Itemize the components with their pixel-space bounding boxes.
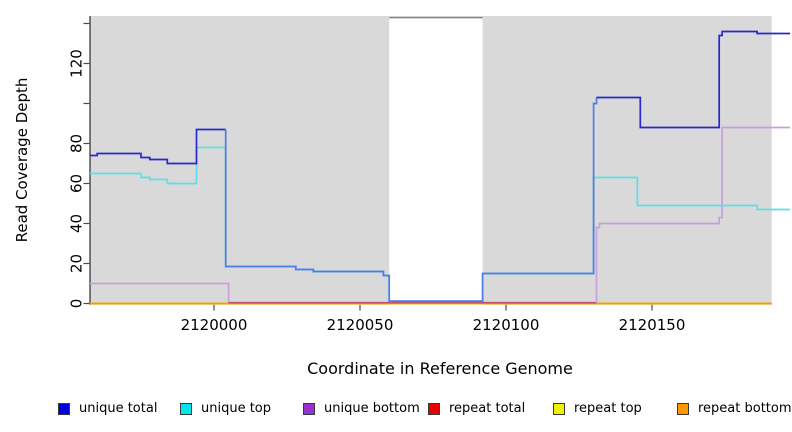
legend-swatch-repeat-total <box>428 402 440 415</box>
legend-item-unique-bottom: unique bottom <box>303 401 420 416</box>
x-axis-title: Coordinate in Reference Genome <box>307 359 573 378</box>
legend-swatch-unique-top <box>180 402 192 415</box>
legend-label: unique bottom <box>324 401 420 416</box>
legend-swatch-unique-total <box>58 402 70 415</box>
x-tick-label: 2120050 <box>327 316 394 334</box>
legend-label: unique total <box>79 401 158 416</box>
coverage-chart: 0 20 40 60 80 120 2120000 2120050 2120100 2120150… <box>13 16 791 378</box>
y-tick-label: 0 <box>67 299 85 309</box>
y-axis-title: Read Coverage Depth <box>13 78 31 243</box>
legend-swatch-repeat-bottom <box>677 402 689 415</box>
y-tick-label: 120 <box>67 49 85 78</box>
legend-label: repeat top <box>574 401 642 416</box>
legend-swatch-repeat-top <box>553 402 565 415</box>
legend-item-repeat-total: repeat total <box>428 401 525 416</box>
x-tick-label: 2120000 <box>181 316 248 334</box>
series-line-unique-bottom <box>89 282 230 303</box>
y-tick-label: 40 <box>67 214 85 233</box>
series-layer <box>89 30 791 305</box>
axes-layer: 0 20 40 60 80 120 2120000 2120050 2120100 2120150 <box>67 16 685 334</box>
legend-item-repeat-bottom: repeat bottom <box>677 401 792 416</box>
coverage-region <box>482 16 772 305</box>
coverage-region <box>89 16 390 305</box>
legend-label: repeat bottom <box>698 401 792 416</box>
y-tick-label: 80 <box>67 134 85 153</box>
series-line-unique-bottom <box>595 126 791 303</box>
y-tick-label: 20 <box>67 254 85 273</box>
series-line-unique-total <box>224 97 598 302</box>
x-tick-label: 2120100 <box>473 316 540 334</box>
legend-item-repeat-top: repeat top <box>553 401 642 416</box>
panel-background-layer <box>89 16 772 305</box>
legend-label: repeat total <box>449 401 526 416</box>
legend-swatch-unique-bottom <box>303 402 315 415</box>
legend-item-unique-total: unique total <box>58 401 157 416</box>
legend-label: unique top <box>201 401 272 416</box>
y-tick-label: 60 <box>67 174 85 193</box>
legend-item-unique-top: unique top <box>180 401 271 416</box>
x-tick-label: 2120150 <box>619 316 686 334</box>
series-line-unique-total <box>596 30 791 129</box>
series-line-unique-total <box>89 128 226 165</box>
